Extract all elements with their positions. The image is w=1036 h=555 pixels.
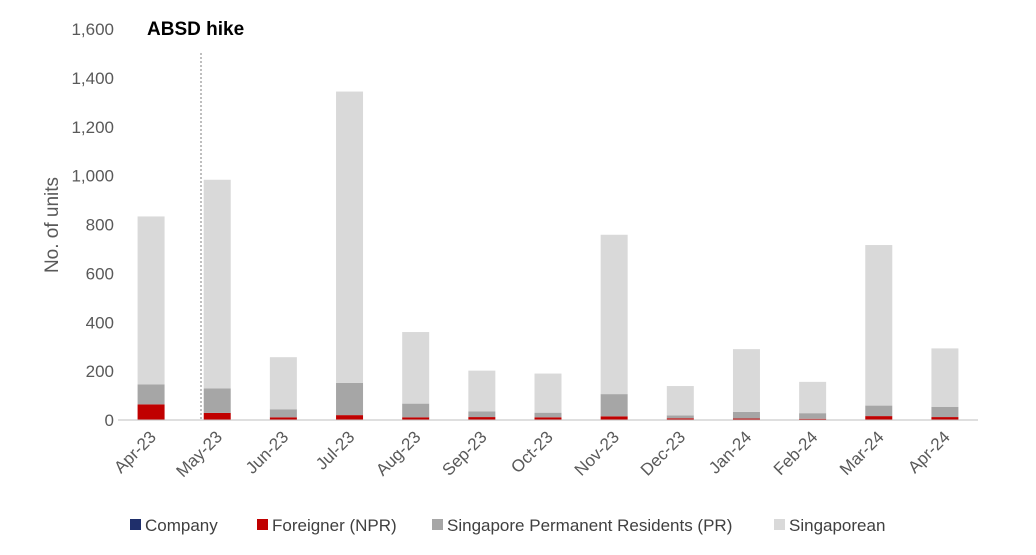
legend-swatch bbox=[774, 519, 785, 530]
x-axis-tick-labels: Apr-23 May-23 Jun-23 Jul-23 Aug-23 Sep-23 Oct-… bbox=[110, 427, 953, 481]
bar-segment-foreigner-npr bbox=[865, 416, 893, 420]
bar-segment-singaporean bbox=[666, 386, 694, 416]
bar-segment-singapore-permanent-residents-pr bbox=[666, 415, 694, 419]
bar-segment-singapore-permanent-residents-pr bbox=[468, 411, 496, 418]
bar-segment-singapore-permanent-residents-pr bbox=[799, 413, 827, 419]
bar-segment-singaporean bbox=[534, 373, 562, 413]
bar-segment-foreigner-npr bbox=[336, 415, 364, 420]
bar-segment-foreigner-npr bbox=[269, 417, 297, 420]
y-tick-label: 200 bbox=[86, 362, 114, 381]
x-tick-label: Apr-24 bbox=[904, 427, 954, 477]
bar-segment-foreigner-npr bbox=[468, 417, 496, 420]
y-tick-label: 0 bbox=[105, 411, 114, 430]
bar-segment-singapore-permanent-residents-pr bbox=[732, 411, 760, 419]
legend-label: Foreigner (NPR) bbox=[272, 516, 397, 535]
x-tick-label: Jan-24 bbox=[705, 427, 755, 477]
bar-segment-singaporean bbox=[468, 370, 496, 412]
bar-segment-singapore-permanent-residents-pr bbox=[865, 405, 893, 417]
x-tick-label: Dec-23 bbox=[637, 427, 689, 479]
bar-series-group bbox=[137, 91, 959, 420]
bar-segment-singapore-permanent-residents-pr bbox=[336, 382, 364, 416]
x-tick-label: Oct-23 bbox=[507, 427, 557, 477]
bar-segment-foreigner-npr bbox=[732, 418, 760, 420]
bar-segment-singaporean bbox=[203, 179, 231, 389]
y-tick-label: 800 bbox=[86, 216, 114, 235]
legend-swatch bbox=[432, 519, 443, 530]
y-tick-label: 1,600 bbox=[71, 20, 114, 39]
y-tick-label: 1,400 bbox=[71, 69, 114, 88]
x-tick-label: May-23 bbox=[173, 427, 227, 481]
legend-label: Singaporean bbox=[789, 516, 885, 535]
absd-hike-annotation: ABSD hike bbox=[147, 19, 244, 40]
x-tick-label: Apr-23 bbox=[110, 427, 160, 477]
bar-segment-singapore-permanent-residents-pr bbox=[203, 388, 231, 413]
bar-segment-singapore-permanent-residents-pr bbox=[137, 384, 165, 405]
x-tick-label: Aug-23 bbox=[372, 427, 424, 479]
legend-swatch bbox=[257, 519, 268, 530]
bar-segment-foreigner-npr bbox=[931, 417, 959, 420]
legend-label: Singapore Permanent Residents (PR) bbox=[447, 516, 732, 535]
bar-segment-singaporean bbox=[600, 234, 628, 395]
x-tick-label: Jul-23 bbox=[312, 427, 358, 473]
bar-segment-singaporean bbox=[865, 245, 893, 406]
x-tick-label: Nov-23 bbox=[571, 427, 623, 479]
y-axis-title: No. of units bbox=[42, 177, 63, 273]
bar-segment-foreigner-npr bbox=[402, 417, 430, 420]
bar-segment-singapore-permanent-residents-pr bbox=[402, 403, 430, 418]
bar-segment-foreigner-npr bbox=[137, 404, 165, 420]
y-tick-label: 1,000 bbox=[71, 167, 114, 186]
legend-label: Company bbox=[145, 516, 218, 535]
bar-segment-singaporean bbox=[137, 216, 165, 385]
x-tick-label: Feb-24 bbox=[770, 427, 822, 479]
bar-segment-foreigner-npr bbox=[534, 417, 562, 420]
bar-segment-singaporean bbox=[269, 357, 297, 410]
chart-legend: Company Foreigner (NPR) Singapore Permanen… bbox=[130, 516, 885, 535]
bar-segment-singapore-permanent-residents-pr bbox=[269, 409, 297, 418]
x-tick-label: Jun-23 bbox=[242, 427, 292, 477]
bar-segment-singaporean bbox=[402, 332, 430, 404]
y-tick-label: 600 bbox=[86, 264, 114, 283]
bar-segment-foreigner-npr bbox=[203, 412, 231, 420]
y-tick-label: 1,200 bbox=[71, 118, 114, 137]
bar-segment-singaporean bbox=[732, 349, 760, 412]
bar-segment-singapore-permanent-residents-pr bbox=[534, 412, 562, 418]
y-axis-tick-labels: 0 200 400 600 800 1,000 1,200 1,400 1,600 bbox=[71, 20, 114, 430]
bar-segment-foreigner-npr bbox=[666, 418, 694, 420]
bar-segment-singapore-permanent-residents-pr bbox=[931, 406, 959, 418]
x-tick-label: Mar-24 bbox=[836, 427, 888, 479]
bar-segment-singapore-permanent-residents-pr bbox=[600, 394, 628, 417]
bar-segment-singaporean bbox=[799, 381, 827, 414]
legend-swatch bbox=[130, 519, 141, 530]
bar-segment-singaporean bbox=[931, 348, 959, 407]
bar-segment-foreigner-npr bbox=[799, 418, 827, 420]
bar-segment-foreigner-npr bbox=[600, 416, 628, 420]
y-tick-label: 400 bbox=[86, 313, 114, 332]
bar-segment-singaporean bbox=[336, 91, 364, 383]
x-tick-label: Sep-23 bbox=[438, 427, 490, 479]
